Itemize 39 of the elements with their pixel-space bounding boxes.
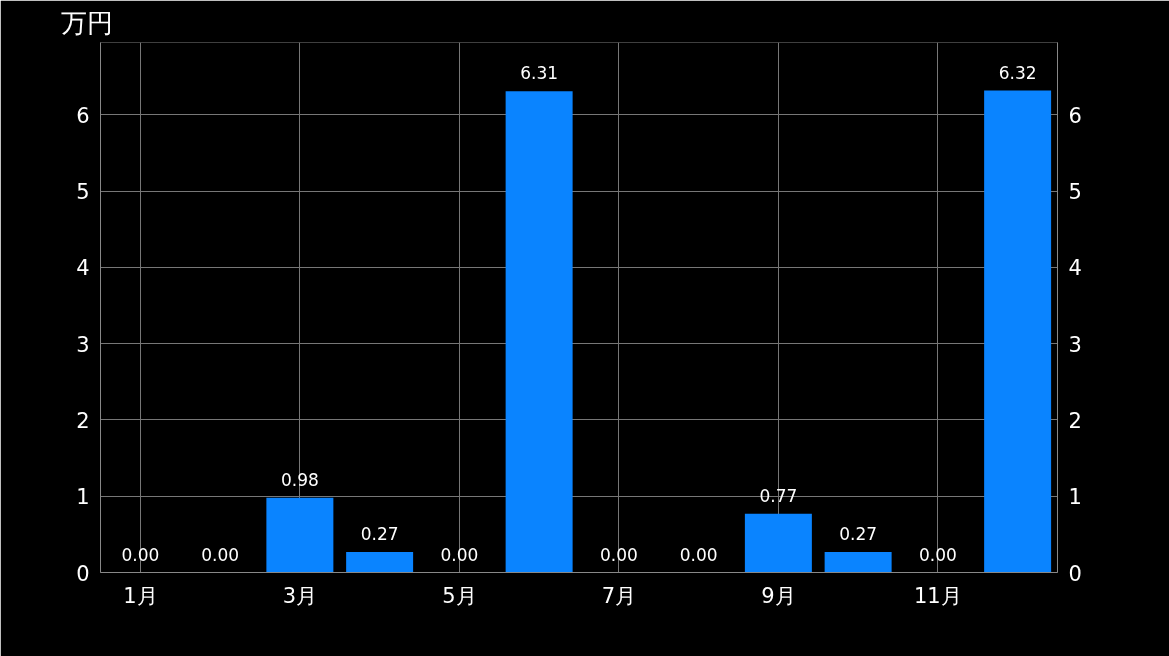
data-label: 0.77	[759, 485, 798, 506]
y2-tick-label: 0	[1068, 561, 1082, 586]
x-tick-label: 9月	[761, 583, 796, 608]
y2-tick-label: 2	[1068, 408, 1082, 433]
data-label: 0.00	[599, 544, 638, 565]
y-tick-label: 4	[76, 256, 90, 281]
y2-tick-label: 6	[1068, 103, 1082, 128]
data-label: 6.31	[520, 63, 559, 84]
x-tick-label: 5月	[442, 583, 477, 608]
bar	[744, 513, 812, 573]
bar	[984, 90, 1052, 573]
data-label: 0.27	[839, 523, 878, 544]
y2-tick-label: 3	[1068, 332, 1082, 357]
y2-tick-label: 5	[1068, 180, 1082, 205]
data-label: 0.98	[280, 469, 319, 490]
y-tick-label: 5	[76, 180, 90, 205]
y2-tick-label: 4	[1068, 256, 1082, 281]
bar	[824, 551, 892, 573]
data-label: 0.27	[360, 523, 399, 544]
bar	[266, 497, 334, 573]
y-axis-title: 万円	[60, 7, 113, 38]
bar	[505, 91, 573, 573]
data-label: 0.00	[121, 544, 160, 565]
y-tick-label: 6	[76, 103, 90, 128]
x-tick-label: 1月	[123, 583, 158, 608]
data-label: 6.32	[998, 62, 1037, 83]
data-label: 0.00	[440, 544, 479, 565]
y-tick-label: 3	[76, 332, 90, 357]
y2-tick-label: 1	[1068, 485, 1082, 510]
y-tick-label: 2	[76, 408, 90, 433]
x-tick-label: 3月	[282, 583, 318, 608]
data-label: 0.00	[918, 544, 957, 565]
x-tick-label: 7月	[601, 583, 637, 608]
y-tick-label: 0	[76, 561, 90, 586]
data-label: 0.00	[201, 544, 240, 565]
data-label: 0.00	[679, 544, 718, 565]
x-tick-label: 11月	[914, 583, 962, 608]
bar	[346, 551, 414, 573]
y-tick-label: 1	[76, 485, 90, 510]
